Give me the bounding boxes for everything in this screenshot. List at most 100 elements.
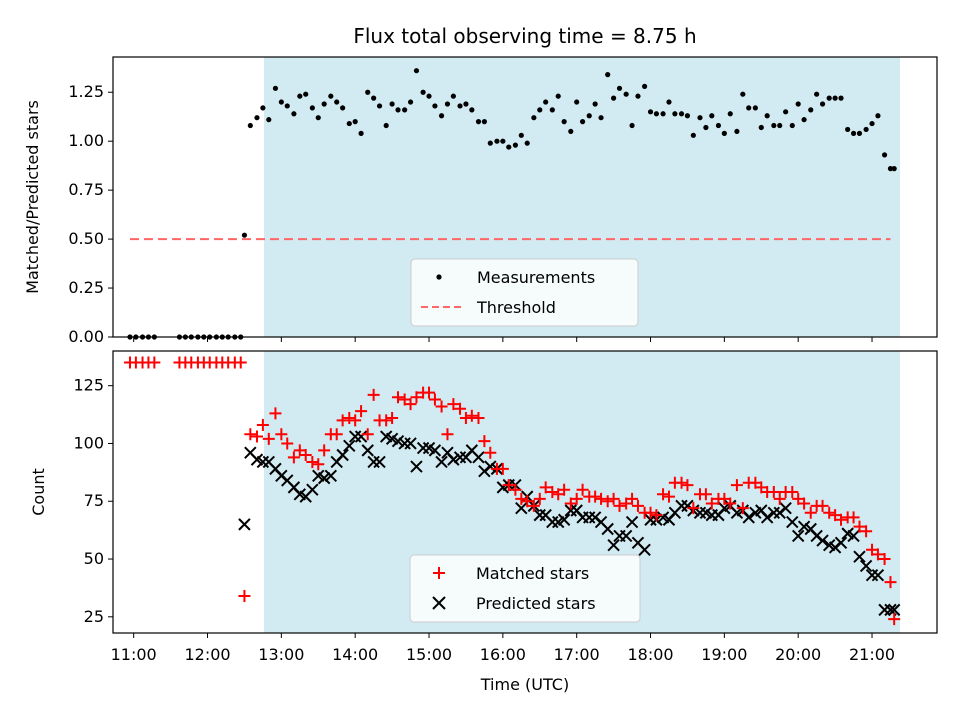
- matched-star-point: [250, 430, 263, 443]
- measurement-point: [642, 83, 648, 89]
- predicted-star-point: [306, 483, 319, 496]
- measurement-point: [727, 111, 733, 117]
- top-axes-frame: [112, 56, 938, 338]
- bottom-y-tick-label: 125: [73, 376, 104, 395]
- measurement-point: [272, 85, 279, 91]
- matched-star-point: [478, 435, 491, 448]
- predicted-star-point: [404, 437, 417, 450]
- matched-star-point: [148, 356, 161, 369]
- predicted-star-point: [324, 469, 338, 483]
- matched-star-point: [767, 486, 780, 498]
- matched-star-point: [386, 412, 399, 425]
- measurement-point: [402, 107, 408, 113]
- x-tick-label: 16:00: [480, 645, 526, 664]
- measurement-point: [340, 105, 346, 111]
- bottom-legend: Matched stars Predicted stars: [409, 554, 641, 623]
- measurement-point: [697, 115, 703, 121]
- matched-star-point: [533, 492, 546, 505]
- matched-star-point: [355, 405, 368, 418]
- predicted-star-point: [238, 518, 251, 531]
- matched-star-point: [509, 483, 522, 496]
- predicted-star-point: [428, 444, 442, 457]
- matched-star-point: [687, 502, 700, 515]
- measurement-point: [611, 95, 617, 101]
- predicted-star-point: [834, 536, 848, 550]
- measurement-point: [512, 142, 519, 148]
- matched-star-point: [644, 506, 657, 519]
- matched-star-point: [539, 481, 552, 494]
- measurement-point: [426, 93, 432, 99]
- predicted-star-point: [515, 501, 528, 515]
- measurement-point: [635, 93, 641, 99]
- predicted-star-point: [546, 515, 559, 529]
- measurement-point: [524, 140, 530, 146]
- measurement-point: [653, 111, 660, 117]
- x-tick-label: 15:00: [406, 645, 452, 664]
- top-x-ticks: [133, 337, 873, 342]
- predicted-star-point: [447, 453, 460, 466]
- matched-star-point: [601, 495, 614, 508]
- measurement-point: [672, 111, 678, 117]
- measurement-point: [574, 99, 580, 105]
- x-tick-label: 14:00: [332, 645, 378, 664]
- x-tick-label: 20:00: [775, 645, 821, 664]
- measurement-point: [475, 119, 482, 125]
- top-y-tick-label: 1.00: [68, 131, 104, 150]
- measurement-point: [371, 95, 377, 101]
- matched-star-point: [454, 402, 467, 415]
- measurement-point: [623, 91, 629, 97]
- predicted-star-point: [871, 569, 885, 582]
- measurement-point: [826, 95, 832, 101]
- measurement-point: [297, 93, 303, 99]
- top-y-tick-label: 1.25: [68, 82, 104, 101]
- predicted-star-point: [410, 460, 423, 473]
- measurement-point: [598, 115, 604, 121]
- measurement-point: [537, 107, 543, 113]
- matched-star-point: [336, 414, 349, 427]
- bottom-y-tick-label: 25: [84, 607, 104, 626]
- measurement-point: [531, 115, 537, 121]
- measurement-point: [494, 138, 500, 144]
- measurement-point: [801, 117, 807, 123]
- matched-star-point: [441, 428, 454, 441]
- legend-measurements-label: Measurements: [477, 268, 595, 287]
- matched-star-point: [853, 520, 866, 533]
- bottom-x-ticks: 11:00 12:00 13:00 14:00 15:00 16:00 17:00 18:00…: [111, 633, 895, 664]
- measurement-point: [764, 113, 770, 119]
- measurement-point: [869, 120, 875, 127]
- measurement-point: [838, 95, 844, 101]
- measurement-point: [266, 117, 272, 123]
- measurement-point: [647, 109, 654, 115]
- matched-star-point: [521, 495, 534, 508]
- top-legend: Measurements Threshold: [410, 258, 639, 327]
- predicted-star-point: [878, 603, 891, 617]
- measurement-point: [352, 119, 358, 125]
- matched-star-point: [798, 497, 811, 510]
- top-marks: [127, 68, 897, 340]
- matched-star-point: [447, 398, 460, 411]
- measurement-point: [247, 122, 253, 129]
- measurement-point: [260, 105, 266, 111]
- measurement-point: [666, 99, 672, 105]
- measurement-point: [413, 68, 420, 74]
- matched-star-point: [570, 492, 583, 505]
- measurement-point: [463, 101, 469, 107]
- measurement-point: [814, 91, 820, 97]
- matched-star-point: [484, 446, 497, 459]
- bottom-y-ticks: 25 50 75 100 125: [73, 376, 113, 626]
- predicted-star-point: [865, 569, 879, 582]
- measurement-point: [389, 101, 395, 107]
- measurement-point: [845, 126, 851, 133]
- matched-star-point: [705, 497, 718, 510]
- measurement-point: [432, 103, 438, 109]
- measurement-point: [444, 101, 451, 107]
- x-tick-label: 11:00: [111, 645, 157, 664]
- matched-star-point: [515, 492, 528, 505]
- matched-star-point: [878, 553, 891, 566]
- measurement-point: [346, 120, 352, 127]
- predicted-star-point: [786, 515, 799, 529]
- measurement-point: [891, 166, 897, 172]
- measurement-point: [506, 144, 512, 150]
- matched-star-point: [662, 490, 675, 503]
